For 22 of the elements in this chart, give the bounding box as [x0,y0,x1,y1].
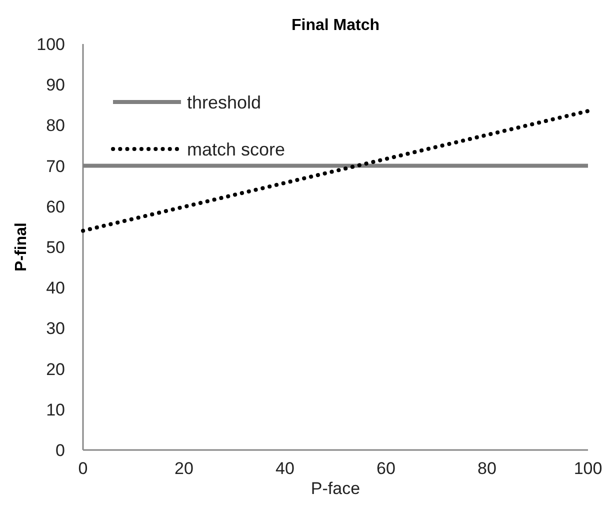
y-tick-label: 60 [46,197,65,216]
x-tick-label: 100 [574,459,602,478]
chart-title: Final Match [291,17,380,34]
x-tick-label: 40 [276,459,294,478]
y-tick-label: 70 [46,156,65,176]
legend-label: threshold [187,92,262,112]
y-tick-label: 80 [46,116,65,136]
y-axis-title: P-final [13,222,30,272]
x-tick-label: 60 [376,459,396,478]
x-tick-label: 80 [478,459,496,478]
y-tick-label: 100 [36,34,65,54]
x-tick-label: 20 [174,459,194,478]
y-tick-label: 10 [46,400,65,420]
y-tick-label: 30 [46,319,65,338]
x-tick-label: 0 [78,459,88,478]
y-tick-label: 50 [46,238,65,257]
y-tick-label: 0 [56,440,65,460]
y-tick-label: 90 [46,76,65,95]
y-tick-label: 40 [46,278,65,298]
y-tick-label: 20 [46,360,65,379]
x-axis-title: P-face [310,479,360,498]
legend-label: match score [187,139,286,160]
